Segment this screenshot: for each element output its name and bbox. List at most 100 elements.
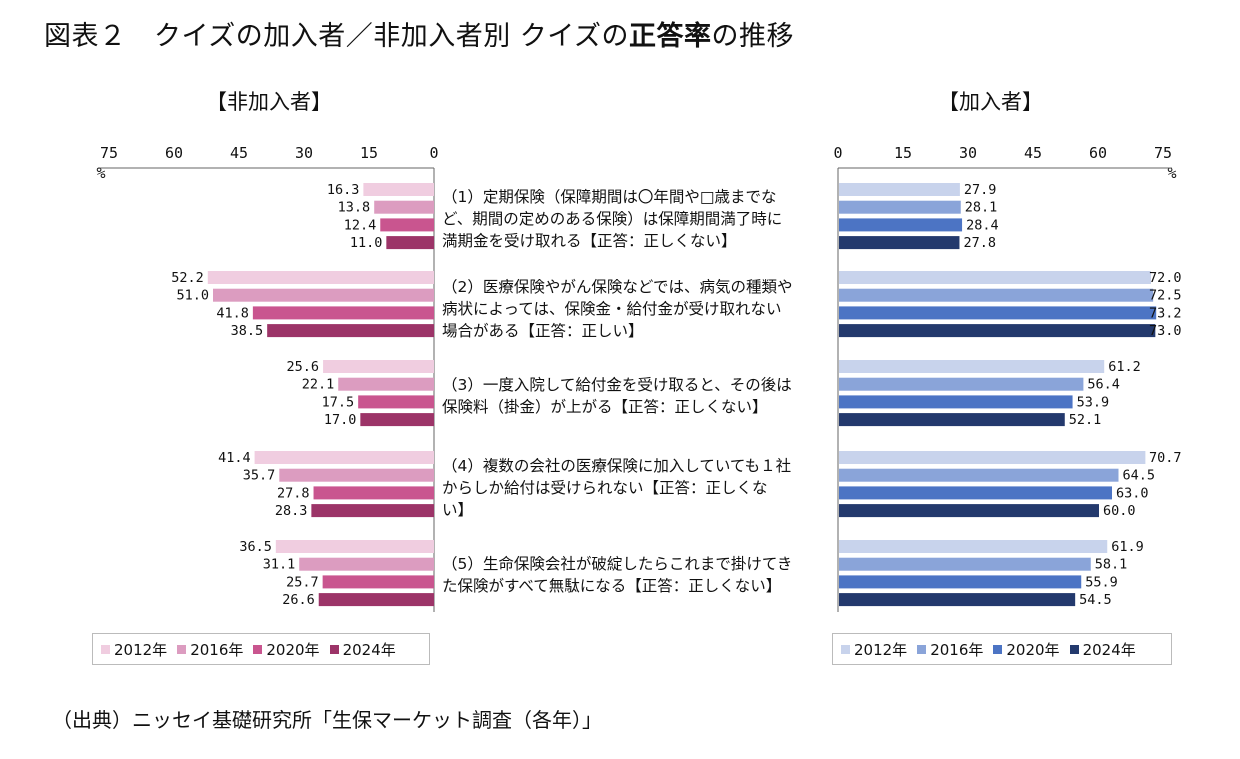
bar	[322, 575, 434, 589]
legend-swatch	[917, 644, 927, 654]
bar	[839, 468, 1119, 482]
x-tick-label: 75	[1154, 144, 1172, 162]
data-label: 27.8	[277, 485, 310, 501]
data-label: 13.8	[338, 200, 371, 216]
question-text: （2）医療保険やがん保険などでは、病気の種類や 病状によっては、保険金・給付金が受…	[442, 276, 834, 342]
data-label: 41.8	[216, 305, 249, 321]
data-label: 41.4	[218, 450, 251, 466]
bar	[839, 377, 1084, 391]
data-label: 25.6	[287, 359, 320, 375]
question-line: 場合がある【正答：正しい】	[442, 322, 644, 340]
x-tick-label: 60	[165, 144, 183, 162]
bar	[279, 468, 434, 482]
question-line: （2）医療保険やがん保険などでは、病気の種類や	[442, 278, 793, 296]
data-label: 54.5	[1079, 592, 1112, 608]
bar	[313, 486, 434, 500]
question-text: （4）複数の会社の医療保険に加入していても１社 からしか給付は受けられない【正答：…	[442, 455, 834, 521]
data-label: 11.0	[350, 235, 383, 251]
bar	[318, 593, 434, 607]
bar	[386, 236, 434, 250]
question-text: （1）定期保険（保障期間は〇年間や□歳までな ど、期間の定めのある保険）は保障期間…	[442, 186, 834, 252]
x-tick-label: 30	[959, 144, 977, 162]
legend-swatch	[177, 644, 187, 654]
question-line: （1）定期保険（保障期間は〇年間や□歳までな	[442, 188, 777, 206]
data-label: 61.2	[1108, 359, 1141, 375]
data-label: 58.1	[1095, 557, 1128, 573]
data-label: 22.1	[302, 377, 335, 393]
data-label: 70.7	[1149, 450, 1182, 466]
bar	[374, 200, 434, 214]
legend-swatch	[841, 644, 850, 654]
bar	[839, 183, 960, 196]
legend-label: 2016年	[930, 640, 984, 659]
data-label: 36.5	[239, 539, 272, 555]
bar	[839, 504, 1099, 518]
legend-item: 2012年	[841, 639, 907, 660]
bar	[299, 557, 434, 571]
bar	[839, 486, 1112, 500]
bar	[839, 593, 1076, 607]
bar	[252, 306, 434, 320]
data-label: 64.5	[1123, 468, 1156, 484]
figure-title: 図表２ クイズの加入者／非加入者別 クイズの正答率の推移	[44, 21, 794, 52]
bar	[267, 324, 434, 338]
bar	[839, 236, 960, 250]
x-tick-label: 15	[894, 144, 912, 162]
data-label: 28.4	[966, 217, 999, 233]
bar	[839, 360, 1105, 373]
data-label: 35.7	[243, 468, 276, 484]
data-label: 55.9	[1085, 574, 1118, 590]
data-label: 56.4	[1087, 377, 1120, 393]
legend-label: 2024年	[1082, 640, 1136, 659]
data-label: 72.0	[1149, 270, 1182, 286]
data-label: 27.9	[964, 182, 997, 198]
x-tick-label: 0	[833, 144, 842, 162]
legend-item: 2016年	[177, 639, 243, 660]
data-label: 28.1	[965, 200, 998, 216]
data-label: 17.0	[324, 412, 357, 428]
bar	[839, 271, 1151, 284]
bar	[839, 395, 1073, 409]
data-label: 73.2	[1149, 305, 1182, 321]
legend-label: 2012年	[114, 640, 168, 659]
x-tick-label: 30	[295, 144, 313, 162]
bar	[839, 413, 1065, 427]
question-line: からしか給付は受けられない【正答：正しくな	[442, 479, 768, 497]
legend-label: 2020年	[266, 640, 320, 659]
legend-item: 2016年	[917, 639, 983, 660]
question-text: （5）生命保険会社が破綻したらこれまで掛けてき た保険がすべて無駄になる【正答：正…	[442, 553, 834, 597]
bar	[207, 271, 434, 284]
data-label: 28.3	[275, 503, 308, 519]
question-text: （3）一度入院して給付金を受け取ると、その後は 保険料（掛金）が上がる【正答：正し…	[442, 374, 834, 418]
bar	[363, 183, 434, 196]
bar	[338, 377, 434, 391]
data-label: 17.5	[322, 394, 355, 410]
data-label: 52.2	[171, 270, 204, 286]
data-label: 60.0	[1103, 503, 1136, 519]
bar	[839, 288, 1154, 302]
legend-item: 2020年	[993, 639, 1060, 660]
question-line: ど、期間の定めのある保険）は保障期間満了時に	[442, 210, 783, 228]
legend-label: 2024年	[342, 640, 396, 659]
unit-label: %	[1167, 164, 1176, 182]
bar	[839, 575, 1082, 589]
bar	[839, 540, 1108, 553]
bar	[358, 395, 434, 409]
bar	[275, 540, 434, 553]
nonmember-legend: 2012年 2016年 2020年 2024年	[92, 633, 430, 665]
bar	[839, 200, 961, 214]
source-note: （出典）ニッセイ基礎研究所「生保マーケット調査（各年）」	[52, 708, 602, 732]
legend-item: 2024年	[329, 639, 396, 660]
data-label: 25.7	[286, 574, 319, 590]
bar	[311, 504, 434, 518]
data-label: 26.6	[282, 592, 315, 608]
question-line: 満期金を受け取れる【正答：正しくない】	[442, 232, 737, 250]
legend-swatch	[101, 644, 110, 654]
question-line: た保険がすべて無駄になる【正答：正しくない】	[442, 577, 782, 595]
x-tick-label: 0	[429, 144, 438, 162]
legend-swatch	[329, 644, 339, 654]
data-label: 52.1	[1069, 412, 1102, 428]
legend-item: 2024年	[1069, 639, 1136, 660]
legend-swatch	[1069, 644, 1079, 654]
data-label: 51.0	[176, 288, 209, 304]
